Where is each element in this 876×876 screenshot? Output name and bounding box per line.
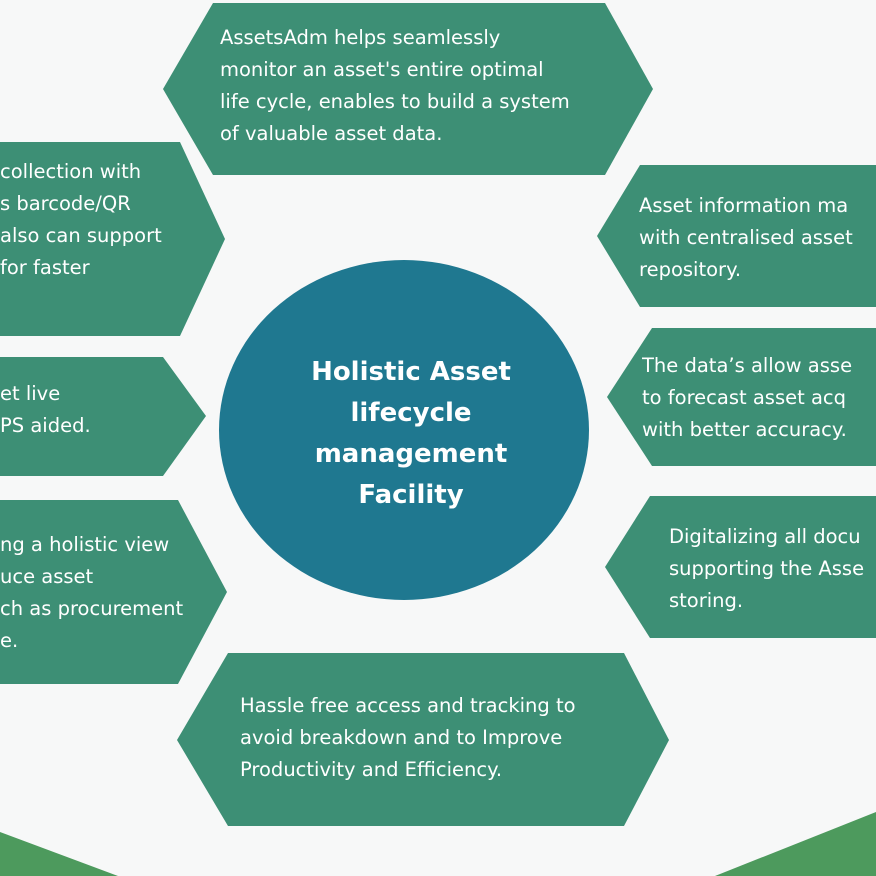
hexagon-text-line: PS aided. bbox=[0, 414, 91, 437]
hexagon-text-line: supporting the Asse bbox=[669, 557, 865, 580]
center-title: Holistic Asset lifecycle management Faci… bbox=[256, 352, 566, 516]
center-title-line: lifecycle bbox=[350, 398, 472, 428]
hexagon-text-line: with centralised asset bbox=[639, 226, 853, 249]
hexagon-text-line: life cycle, enables to build a system bbox=[220, 90, 570, 113]
hexagon-text-line: ch as procurement bbox=[0, 597, 184, 620]
hexagon-upper-left bbox=[0, 142, 225, 336]
hexagon-lower-left bbox=[0, 500, 227, 684]
hexagon-text-line: avoid breakdown and to Improve bbox=[240, 726, 563, 749]
hexagon-text-line: ng a holistic view bbox=[0, 533, 170, 556]
hexagon-text-line: collection with bbox=[0, 160, 142, 183]
hexagon-upper-right-text: Asset information ma with centralised as… bbox=[639, 190, 876, 286]
center-title-line: Holistic Asset bbox=[311, 357, 511, 387]
hexagon-upper-left-text: collection with s barcode/QR also can su… bbox=[0, 156, 205, 284]
hexagon-text-line: The data’s allow asse bbox=[642, 354, 853, 377]
hexagon-text-line: Digitalizing all docu bbox=[669, 525, 861, 548]
hexagon-text-line: storing. bbox=[669, 589, 744, 612]
hexagon-mid-right-text: The data’s allow asse to forecast asset … bbox=[642, 350, 876, 446]
hexagon-text-line: monitor an asset's entire optimal bbox=[220, 58, 544, 81]
hexagon-top bbox=[163, 3, 653, 175]
hexagon-text-line: Hassle free access and tracking to bbox=[240, 694, 576, 717]
hexagon-text-line: Asset information ma bbox=[639, 194, 849, 217]
center-title-line: Facility bbox=[358, 480, 464, 510]
bottom-left-accent bbox=[0, 832, 118, 876]
hexagon-text-line: with better accuracy. bbox=[642, 418, 847, 441]
hexagon-lower-right bbox=[605, 496, 876, 638]
hexagon-lower-left-text: ng a holistic view uce asset ch as procu… bbox=[0, 529, 205, 657]
hexagon-text-line: of valuable asset data. bbox=[220, 122, 443, 145]
hexagon-text-line: et live bbox=[0, 382, 61, 405]
hexagon-text-line: also can support bbox=[0, 224, 162, 247]
hexagon-bottom-text: Hassle free access and tracking to avoid… bbox=[240, 690, 650, 786]
hexagon-mid-left bbox=[0, 357, 206, 476]
center-title-line: management bbox=[314, 439, 508, 469]
hexagon-bottom bbox=[177, 653, 669, 826]
hexagon-text-line: s barcode/QR bbox=[0, 192, 131, 215]
hexagon-upper-right bbox=[597, 165, 876, 307]
hexagon-text-line: AssetsAdm helps seamlessly bbox=[220, 26, 501, 49]
hexagon-text-line: Productivity and Efficiency. bbox=[240, 758, 503, 781]
hexagon-lower-right-text: Digitalizing all docu supporting the Ass… bbox=[669, 521, 876, 617]
center-circle bbox=[219, 260, 589, 600]
hexagon-text-line: to forecast asset acq bbox=[642, 386, 846, 409]
hexagon-mid-left-text: et live PS aided. bbox=[0, 378, 180, 442]
hexagon-text-line: e. bbox=[0, 629, 19, 652]
bottom-right-accent bbox=[715, 812, 876, 876]
hexagon-mid-right bbox=[607, 328, 876, 466]
hexagon-top-text: AssetsAdm helps seamlessly monitor an as… bbox=[220, 22, 640, 150]
hexagon-text-line: repository. bbox=[639, 258, 742, 281]
hexagon-text-line: uce asset bbox=[0, 565, 94, 588]
hexagon-text-line: for faster bbox=[0, 256, 90, 279]
